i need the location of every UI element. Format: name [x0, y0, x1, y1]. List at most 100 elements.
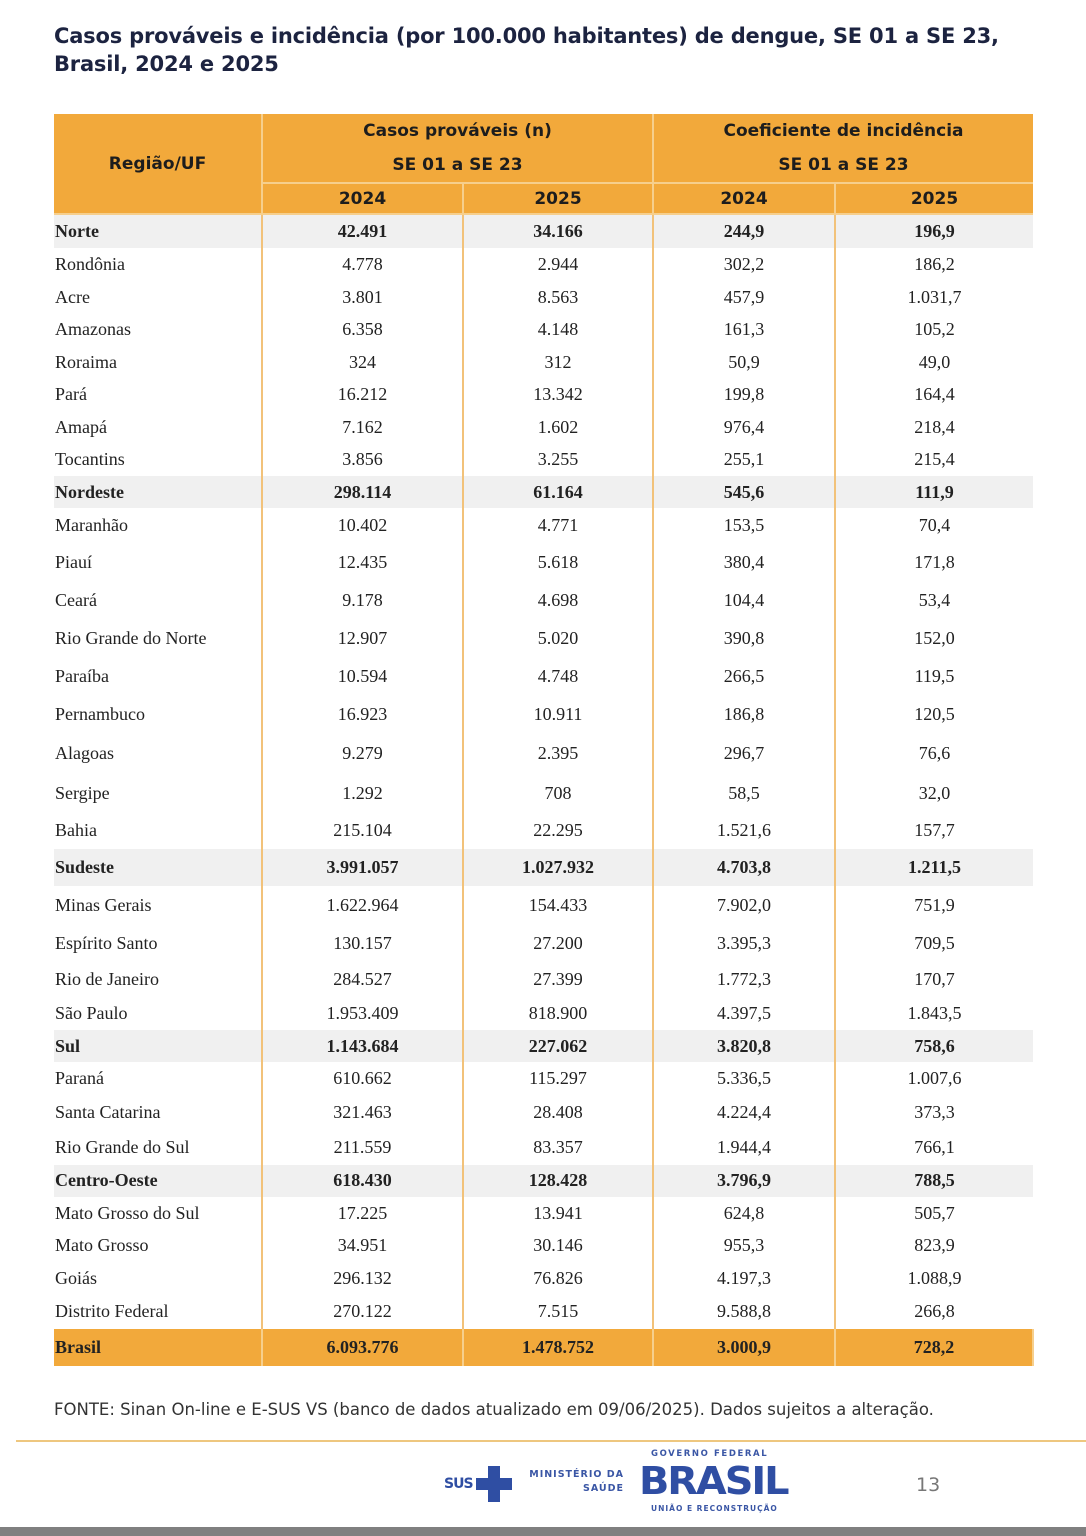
cases-2024-cell: 618.430 — [262, 1164, 464, 1197]
incidence-2024-cell: 5.336,5 — [653, 1062, 836, 1095]
incidence-2025-cell: 70,4 — [918, 515, 951, 535]
region-row: Sul 1.143.684 227.062 3.820,8 758,6 — [54, 1030, 1033, 1062]
page-number: 13 — [916, 1474, 941, 1496]
cases-2024-cell: 1.622.964 — [262, 886, 464, 924]
name-cell: Nordeste — [54, 476, 263, 508]
cases-2024-cell: 610.662 — [262, 1062, 464, 1095]
cases-2024-cell: 7.162 — [262, 411, 464, 444]
incidence-2025-cell: 505,7 — [914, 1202, 955, 1223]
cases-2024-cell: 17.225 — [262, 1197, 464, 1230]
incidence-2024-cell: 4.397,5 — [653, 997, 836, 1030]
name-cell: Paraíba — [54, 657, 263, 695]
name-cell: Acre — [54, 281, 263, 314]
cases-2025-cell: 4.748 — [463, 657, 654, 695]
cases-2024-cell: 34.951 — [262, 1229, 464, 1262]
cases-2024-cell: 12.435 — [262, 543, 464, 581]
cases-2025-cell: 76.826 — [463, 1262, 654, 1294]
cases-2025-cell: 27.200 — [463, 924, 654, 962]
cases-2025-cell: 115.297 — [463, 1062, 654, 1095]
table-row: Maranhão 10.402 4.771 153,5 70,4 — [54, 508, 1033, 543]
incidence-2025-cell: 157,7 — [914, 820, 955, 841]
cases-2025-cell: 4.771 — [463, 508, 654, 543]
header-incidence-label: Coeficiente de incidência — [723, 121, 964, 141]
table-row: Rio Grande do Norte 12.907 5.020 390,8 152,0 — [54, 619, 1033, 657]
name-cell: Goiás — [54, 1262, 263, 1294]
table-row: Pernambuco 16.923 10.911 186,8 120,5 — [54, 695, 1033, 733]
incidence-2024-cell: 244,9 — [653, 214, 836, 248]
incidence-2024-cell: 380,4 — [653, 543, 836, 581]
name-cell: Santa Catarina — [54, 1094, 263, 1130]
header-cases-period: SE 01 a SE 23 — [392, 155, 523, 175]
cases-2024-cell: 6.358 — [262, 313, 464, 346]
name-cell: Mato Grosso do Sul — [54, 1197, 263, 1230]
cases-2025-cell: 61.164 — [463, 476, 654, 508]
gov-bottom: UNIÃO E RECONSTRUÇÃO — [651, 1504, 778, 1513]
table-row: Amapá 7.162 1.602 976,4 218,4 — [54, 411, 1033, 444]
name-cell: Amapá — [54, 411, 263, 444]
name-cell: Sudeste — [54, 848, 263, 886]
table-row: Mato Grosso 34.951 30.146 955,3 823,9 — [54, 1229, 1033, 1262]
incidence-2024-cell: 302,2 — [653, 248, 836, 281]
cases-2024-cell: 211.559 — [262, 1129, 464, 1165]
incidence-2025-cell: 1.843,5 — [907, 1003, 962, 1024]
cases-2025-cell: 13.941 — [463, 1197, 654, 1230]
cases-2025-cell: 1.478.752 — [463, 1329, 654, 1366]
incidence-2024-cell: 1.521,6 — [653, 813, 836, 849]
incidence-2024-cell: 3.000,9 — [653, 1329, 836, 1366]
table-row: Amazonas 6.358 4.148 161,3 105,2 — [54, 313, 1033, 346]
cases-2024-cell: 324 — [262, 346, 464, 379]
cases-2025-cell: 8.563 — [463, 281, 654, 314]
cases-2024-cell: 1.292 — [262, 774, 464, 813]
cases-2024-cell: 12.907 — [262, 619, 464, 657]
incidence-2024-cell: 4.197,3 — [653, 1262, 836, 1294]
incidence-2025-cell: 1.031,7 — [907, 286, 962, 307]
table-row: Alagoas 9.279 2.395 296,7 76,6 — [54, 733, 1033, 774]
name-cell: Rio de Janeiro — [54, 962, 263, 998]
source-note: FONTE: Sinan On-line e E-SUS VS (banco d… — [54, 1400, 934, 1419]
incidence-2025-cell: 766,1 — [914, 1136, 955, 1157]
incidence-2024-cell: 457,9 — [653, 281, 836, 314]
incidence-2025-cell: 119,5 — [914, 665, 955, 686]
name-cell: Bahia — [54, 813, 263, 849]
name-cell: Maranhão — [54, 508, 263, 543]
cases-2024-cell: 10.594 — [262, 657, 464, 695]
table-row: Distrito Federal 270.122 7.515 9.588,8 266,8 — [54, 1294, 1033, 1329]
cases-2024-cell: 321.463 — [262, 1094, 464, 1130]
incidence-2025-cell: 1.211,5 — [835, 848, 1033, 886]
header-cases-label: Casos prováveis (n) — [363, 121, 552, 141]
cases-2025-cell: 1.602 — [463, 411, 654, 444]
name-cell: Mato Grosso — [54, 1229, 263, 1262]
cases-2025-cell: 5.020 — [463, 619, 654, 657]
incidence-2025-cell: 823,9 — [914, 1235, 955, 1256]
cases-2025-cell: 27.399 — [463, 962, 654, 998]
table-row: Rio de Janeiro 284.527 27.399 1.772,3 170,7 — [54, 962, 1033, 998]
cases-2025-cell: 7.515 — [463, 1294, 654, 1329]
cases-2024-cell: 10.402 — [262, 508, 464, 543]
name-cell: Brasil — [54, 1329, 263, 1366]
cases-2024-cell: 9.178 — [262, 581, 464, 619]
cases-2024-cell: 1.143.684 — [262, 1030, 464, 1062]
table-row: Roraima 324 312 50,9 49,0 — [54, 346, 1033, 379]
name-cell: Sergipe — [54, 774, 263, 813]
incidence-2025-cell: 373,3 — [914, 1101, 955, 1122]
incidence-2025-cell: 196,9 — [835, 214, 1033, 248]
incidence-2025-cell: 120,5 — [914, 703, 955, 724]
incidence-2024-cell: 255,1 — [653, 443, 836, 476]
cases-2025-cell: 227.062 — [463, 1030, 654, 1062]
region-row: Norte 42.491 34.166 244,9 196,9 — [54, 214, 1033, 248]
name-cell: Rio Grande do Norte — [54, 619, 263, 657]
incidence-2024-cell: 104,4 — [653, 581, 836, 619]
incidence-2024-cell: 545,6 — [653, 476, 836, 508]
cases-2025-cell: 818.900 — [463, 997, 654, 1030]
incidence-2025-cell: 170,7 — [914, 969, 955, 990]
incidence-2025-cell: 152,0 — [914, 627, 955, 648]
incidence-2024-cell: 3.820,8 — [653, 1030, 836, 1062]
cases-2024-cell: 3.991.057 — [262, 848, 464, 886]
table-row: Mato Grosso do Sul 17.225 13.941 624,8 505,7 — [54, 1197, 1033, 1230]
incidence-2024-cell: 266,5 — [653, 657, 836, 695]
table-row: Paraná 610.662 115.297 5.336,5 1.007,6 — [54, 1062, 1033, 1095]
cases-2025-cell: 312 — [463, 346, 654, 379]
name-cell: Amazonas — [54, 313, 263, 346]
cases-2024-cell: 42.491 — [262, 214, 464, 248]
cases-2025-cell: 5.618 — [463, 543, 654, 581]
